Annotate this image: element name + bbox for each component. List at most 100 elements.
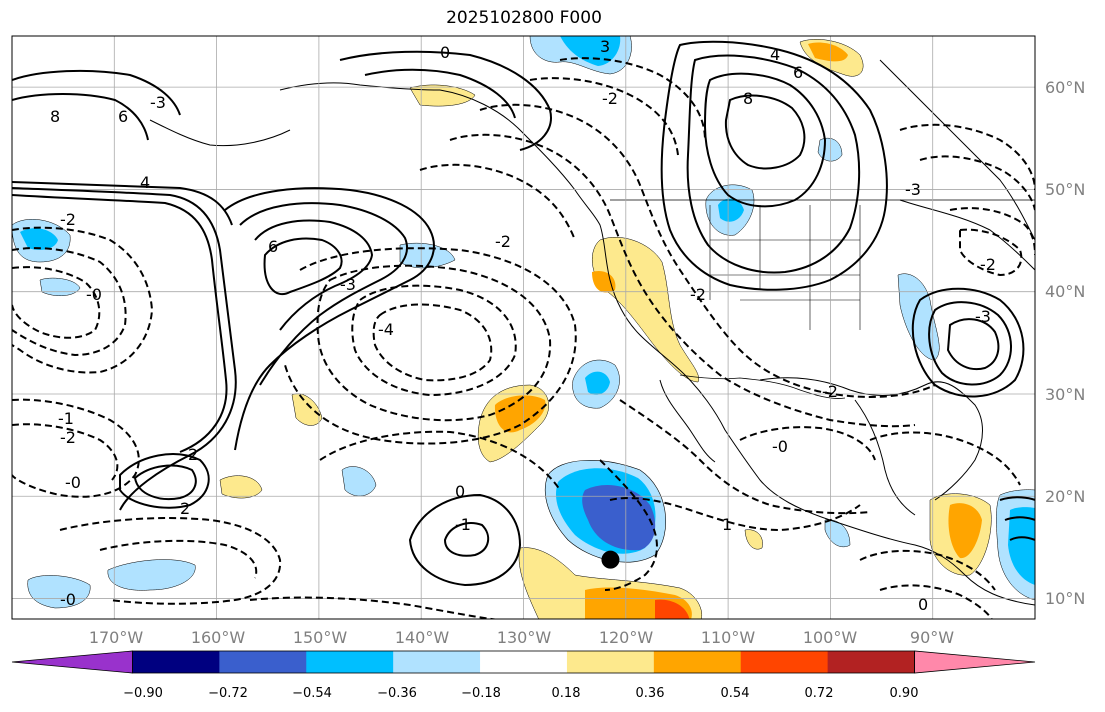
contour-line (408, 493, 522, 587)
coastline (279, 82, 441, 91)
anomaly-blob (494, 395, 546, 433)
contour-line (119, 453, 210, 509)
contour-label: -1 (455, 515, 471, 534)
contour-line (928, 301, 1012, 386)
lon-label: 100°W (803, 628, 858, 647)
lon-label: 170°W (89, 628, 144, 647)
contour-line (372, 303, 493, 382)
contour-line (316, 264, 552, 422)
contour-label: 0 (455, 482, 465, 501)
anomaly-blob (655, 599, 690, 619)
colorbar-tick-label: 0.90 (890, 686, 919, 701)
colorbar-extend-low (11, 650, 133, 674)
anomaly-blob (948, 503, 982, 559)
contour-line (12, 226, 154, 374)
contour-label: -3 (340, 275, 356, 294)
contour-label: 6 (268, 237, 278, 256)
lat-label: 40°N (1045, 282, 1085, 301)
coastline (659, 379, 716, 463)
gridlines (12, 36, 1035, 619)
anomaly-blob (291, 393, 323, 426)
longitude-labels: 170°W 160°W 150°W 140°W 130°W 120°W 110°… (89, 628, 954, 647)
contour-line (254, 219, 374, 331)
anomaly-blob (808, 42, 848, 62)
contour-line (529, 77, 679, 156)
lon-label: 150°W (293, 628, 348, 647)
colorbar-band (827, 651, 916, 673)
coastline (149, 119, 291, 147)
contour-label: -2 (690, 285, 706, 304)
colorbar-band (306, 651, 394, 673)
colorbar-tick-label: −0.72 (208, 686, 248, 701)
negative-contours (12, 57, 1035, 619)
contour-line (239, 202, 408, 386)
colorbar-band (393, 651, 481, 673)
contour-label: -0 (772, 437, 788, 456)
contour-label: 3 (600, 37, 610, 56)
contour-line (224, 187, 435, 451)
contour-line (999, 496, 1035, 541)
contour-line (12, 423, 119, 481)
contour-line (364, 68, 516, 119)
contour-label: -0 (60, 590, 76, 609)
contour-label: 1 (722, 515, 732, 534)
contour-label: -4 (378, 320, 394, 339)
positive-contours (12, 40, 1035, 587)
contour-label: -2 (822, 382, 838, 401)
colorbar-ticks: −0.90 −0.72 −0.54 −0.36 −0.18 0.18 0.36 … (123, 686, 918, 701)
contour-line (559, 57, 706, 141)
contour-line (879, 584, 993, 619)
contour-line (686, 54, 861, 274)
anomaly-blob (27, 575, 91, 609)
contour-label: 4 (770, 45, 780, 64)
contour-line (859, 549, 996, 591)
contour-line (12, 266, 101, 339)
contour-line (12, 194, 228, 453)
contour-label: -0 (65, 473, 81, 492)
colorbar-tick-label: −0.54 (292, 686, 332, 701)
contour-line (351, 284, 517, 397)
anomaly-blob (1008, 507, 1035, 585)
contour-label: -2 (495, 232, 511, 251)
colorbar-extend-high (914, 650, 1036, 674)
contour-line (959, 228, 1023, 277)
coastline (854, 399, 916, 516)
contour-label: -3 (975, 307, 991, 326)
colorbar (11, 650, 1036, 674)
contour-label: -3 (905, 180, 921, 199)
anomaly-blob (824, 519, 851, 548)
colorbar-tick-label: −0.36 (377, 686, 417, 701)
colorbar-band (132, 651, 220, 673)
contour-label: -2 (980, 255, 996, 274)
contour-line (449, 133, 916, 428)
anomaly-blob (107, 559, 196, 591)
contour-label: 4 (140, 173, 150, 192)
anomaly-blob (341, 466, 377, 497)
contour-line (419, 163, 576, 241)
colorbar-band (740, 651, 829, 673)
anomaly-blob (585, 371, 610, 395)
colorbar-outline (132, 650, 915, 674)
contour-line (946, 318, 1000, 370)
contour-line (919, 155, 1035, 211)
contour-line (724, 94, 806, 170)
contour-line (479, 103, 936, 398)
colorbar-tick-label: 0.72 (805, 686, 834, 701)
coastline (899, 199, 1035, 271)
contour-line (12, 398, 140, 498)
contour-line (703, 72, 827, 208)
contour-line (99, 539, 258, 579)
coastline (439, 89, 1035, 606)
lat-label: 30°N (1045, 385, 1085, 404)
contour-line (133, 464, 197, 500)
colorbar-tick-label: 0.36 (636, 686, 665, 701)
lon-label: 110°W (701, 628, 756, 647)
colorbar-band (653, 651, 742, 673)
coastline (879, 59, 1035, 241)
contour-line (660, 40, 888, 291)
contour-label: 8 (743, 89, 753, 108)
contour-line (319, 430, 561, 491)
contour-line (263, 237, 343, 296)
contour-label: -1 (58, 409, 74, 428)
contour-label: 2 (180, 499, 190, 518)
